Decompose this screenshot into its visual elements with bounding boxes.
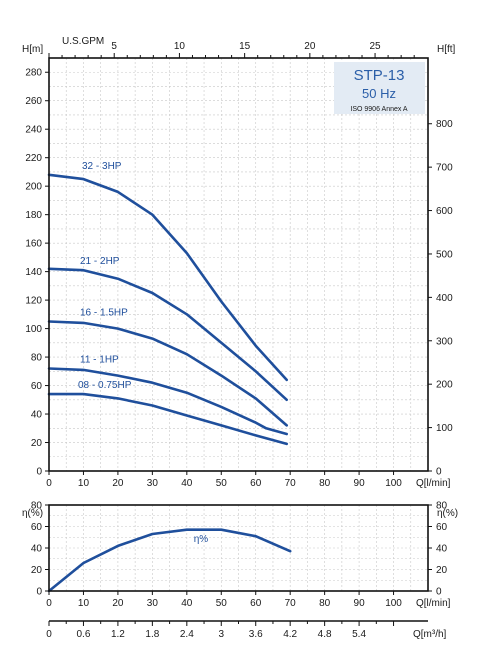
x-tick-label: 30 bbox=[147, 478, 159, 489]
y-tick-label: 40 bbox=[31, 410, 43, 421]
curve-label-3: 16 - 1.5HP bbox=[80, 307, 128, 318]
x-tick-label: 100 bbox=[385, 478, 402, 489]
top-tick-label: 10 bbox=[174, 41, 186, 52]
y-tick-label: 260 bbox=[25, 96, 42, 107]
y-tick-label: 160 bbox=[25, 239, 42, 250]
y-tick-label: 140 bbox=[25, 267, 42, 278]
y-tick-label: 0 bbox=[36, 467, 42, 478]
curve-label-1: 32 - 3HP bbox=[82, 161, 122, 172]
y-axis-title: H[m] bbox=[22, 44, 43, 55]
head-curve-3 bbox=[47, 320, 288, 427]
eff-y-right-tick-label: 80 bbox=[436, 501, 448, 512]
head-curve-4 bbox=[47, 367, 288, 436]
y-tick-label: 280 bbox=[25, 68, 42, 79]
eff-x-tick-label: 10 bbox=[78, 598, 90, 609]
m3h-tick-label: 3.6 bbox=[249, 629, 263, 640]
m3h-tick-label: 0.6 bbox=[77, 629, 91, 640]
curve-label-2: 21 - 2HP bbox=[80, 256, 120, 267]
eff-x-tick-label: 90 bbox=[354, 598, 366, 609]
head-curve-1 bbox=[47, 173, 288, 382]
eff-y-right-tick-label: 20 bbox=[436, 565, 448, 576]
y-tick-label: 120 bbox=[25, 296, 42, 307]
curve-label-4: 11 - 1HP bbox=[80, 354, 119, 365]
m3h-axis-title: Q[m³/h] bbox=[413, 629, 447, 640]
eff-y-right-axis-title: η(%) bbox=[437, 508, 458, 519]
x-tick-label: 0 bbox=[46, 478, 52, 489]
frequency-label: 50 Hz bbox=[362, 86, 396, 101]
eff-y-tick-label: 60 bbox=[31, 522, 43, 533]
y-tick-label: 60 bbox=[31, 381, 43, 392]
x-tick-label: 10 bbox=[78, 478, 90, 489]
eff-x-tick-label: 50 bbox=[216, 598, 228, 609]
eff-y-right-tick-label: 40 bbox=[436, 544, 448, 555]
eff-x-tick-label: 30 bbox=[147, 598, 159, 609]
eff-y-tick-label: 0 bbox=[36, 587, 42, 598]
y-right-tick-label: 800 bbox=[436, 119, 453, 130]
model-badge-background bbox=[334, 62, 425, 114]
y-tick-label: 240 bbox=[25, 125, 42, 136]
m3h-tick-label: 1.2 bbox=[111, 629, 125, 640]
model-title: STP-13 bbox=[354, 67, 405, 84]
y-tick-label: 200 bbox=[25, 182, 42, 193]
eff-x-tick-label: 70 bbox=[285, 598, 297, 609]
top-tick-label: 25 bbox=[369, 41, 381, 52]
y-tick-label: 180 bbox=[25, 210, 42, 221]
m3h-tick-label: 4.8 bbox=[318, 629, 332, 640]
y-right-tick-label: 0 bbox=[436, 467, 442, 478]
eff-x-tick-label: 0 bbox=[46, 598, 52, 609]
m3h-tick-label: 0 bbox=[46, 629, 52, 640]
curve-label-5: 08 - 0.75HP bbox=[78, 380, 132, 391]
eff-x-tick-label: 60 bbox=[250, 598, 262, 609]
y-right-tick-label: 300 bbox=[436, 336, 453, 347]
top-tick-label: 20 bbox=[304, 41, 316, 52]
y-tick-label: 220 bbox=[25, 153, 42, 164]
m3h-tick-label: 4.2 bbox=[283, 629, 297, 640]
eff-x-tick-label: 100 bbox=[385, 598, 402, 609]
x-tick-label: 70 bbox=[285, 478, 297, 489]
eff-y-tick-label: 20 bbox=[31, 565, 43, 576]
efficiency-curve bbox=[47, 528, 292, 593]
eff-y-tick-label: 40 bbox=[31, 544, 43, 555]
y-right-tick-label: 500 bbox=[436, 249, 453, 260]
y-right-tick-label: 200 bbox=[436, 380, 453, 391]
efficiency-curve-label: η% bbox=[194, 534, 209, 545]
x-tick-label: 80 bbox=[319, 478, 331, 489]
head-curve-2 bbox=[47, 267, 288, 402]
standard-label: ISO 9906 Annex A bbox=[350, 106, 408, 113]
top-axis-title: U.S.GPM bbox=[62, 36, 104, 47]
x-tick-label: 90 bbox=[354, 478, 366, 489]
eff-x-tick-label: 20 bbox=[112, 598, 124, 609]
top-tick-label: 5 bbox=[111, 41, 117, 52]
y-right-tick-label: 600 bbox=[436, 206, 453, 217]
y-right-tick-label: 100 bbox=[436, 423, 453, 434]
eff-x-axis-title: Q[l/min] bbox=[416, 598, 451, 609]
m3h-tick-label: 3 bbox=[218, 629, 224, 640]
eff-y-right-tick-label: 0 bbox=[436, 587, 442, 598]
eff-x-tick-label: 40 bbox=[181, 598, 193, 609]
x-tick-label: 60 bbox=[250, 478, 262, 489]
eff-y-tick-label: 80 bbox=[31, 501, 43, 512]
m3h-tick-label: 5.4 bbox=[352, 629, 366, 640]
top-tick-label: 15 bbox=[239, 41, 251, 52]
model-badge: STP-13 50 Hz ISO 9906 Annex A bbox=[334, 62, 425, 114]
eff-y-axis-title: η(%) bbox=[22, 508, 43, 519]
m3h-tick-label: 1.8 bbox=[145, 629, 159, 640]
y-tick-label: 100 bbox=[25, 324, 42, 335]
x-axis-title: Q[l/min] bbox=[416, 478, 451, 489]
eff-x-tick-label: 80 bbox=[319, 598, 331, 609]
y-tick-label: 80 bbox=[31, 353, 43, 364]
eff-y-right-tick-label: 60 bbox=[436, 522, 448, 533]
m3h-tick-label: 2.4 bbox=[180, 629, 194, 640]
head-curve-5 bbox=[47, 392, 288, 446]
y-right-tick-label: 400 bbox=[436, 293, 453, 304]
x-tick-label: 40 bbox=[181, 478, 193, 489]
y-right-axis-title: H[ft] bbox=[437, 44, 456, 55]
x-tick-label: 20 bbox=[112, 478, 124, 489]
x-tick-label: 50 bbox=[216, 478, 228, 489]
y-tick-label: 20 bbox=[31, 438, 43, 449]
performance-plot-frame bbox=[48, 57, 429, 472]
y-right-tick-label: 700 bbox=[436, 163, 453, 174]
